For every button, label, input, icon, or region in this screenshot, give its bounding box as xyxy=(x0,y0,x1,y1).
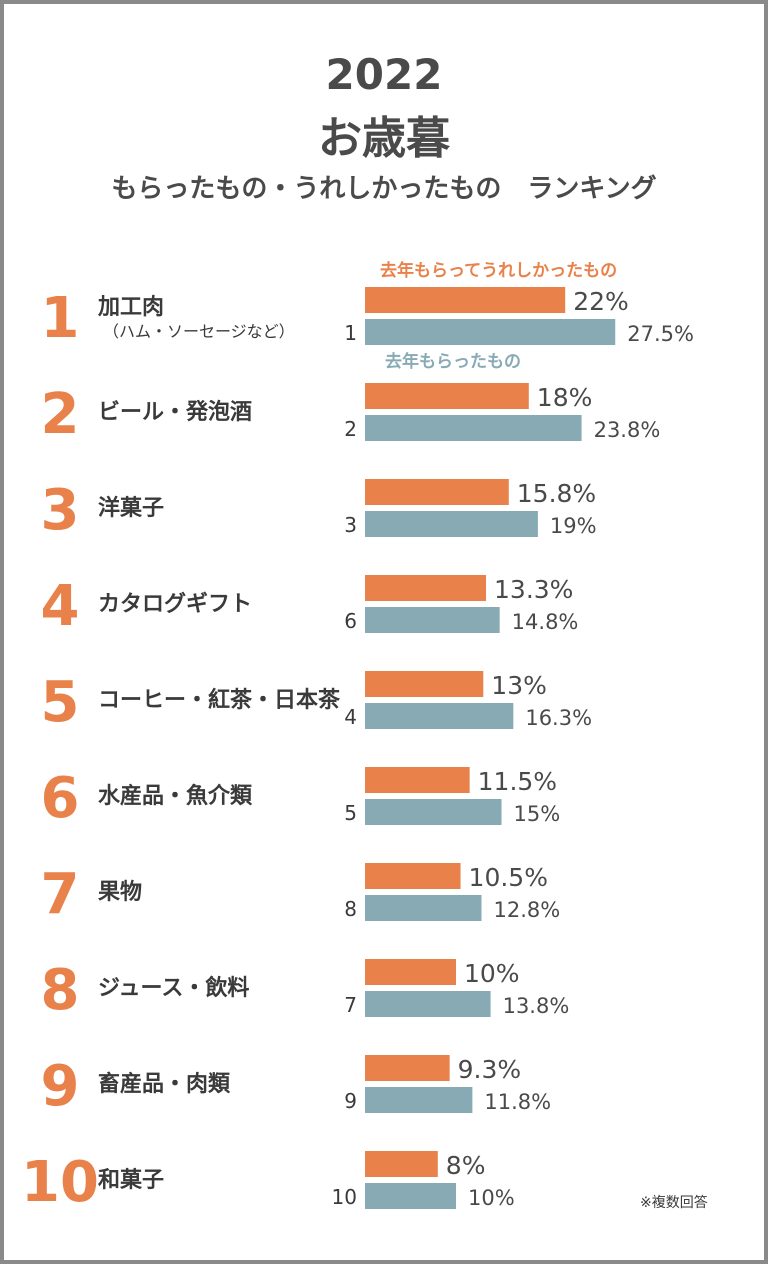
bar-this-year xyxy=(365,287,566,313)
last-year-rank: 10 xyxy=(332,1185,357,1209)
value-this-year: 15.8% xyxy=(517,479,596,508)
value-last-year: 12.8% xyxy=(493,898,560,922)
rank-number: 2 xyxy=(41,382,80,447)
rank-number: 7 xyxy=(41,862,80,927)
item-label: コーヒー・紅茶・日本茶 xyxy=(98,687,341,713)
item-label: ジュース・飲料 xyxy=(98,975,249,1001)
value-last-year: 16.3% xyxy=(525,706,592,730)
item-label: ビール・発泡酒 xyxy=(98,399,252,425)
value-last-year: 14.8% xyxy=(512,610,579,634)
value-last-year: 27.5% xyxy=(627,322,694,346)
legend-this-year: 去年もらってうれしかったもの xyxy=(380,260,617,281)
item-label: カタログギフト xyxy=(98,591,252,617)
bar-this-year xyxy=(365,383,529,409)
rank-number: 9 xyxy=(41,1054,80,1119)
value-last-year: 10% xyxy=(468,1186,515,1210)
value-this-year: 11.5% xyxy=(478,767,557,796)
bar-last-year xyxy=(365,511,538,537)
rank-number: 1 xyxy=(41,286,80,351)
value-this-year: 13% xyxy=(491,671,547,700)
rank-number: 10 xyxy=(21,1150,99,1215)
bar-last-year xyxy=(365,607,500,633)
legend-last-year: 去年もらったもの xyxy=(385,351,521,372)
bar-last-year xyxy=(365,415,582,441)
bar-this-year xyxy=(365,575,487,601)
last-year-rank: 4 xyxy=(344,705,357,729)
bar-last-year xyxy=(365,319,616,345)
bar-this-year xyxy=(365,863,461,889)
last-year-rank: 9 xyxy=(344,1089,357,1113)
value-last-year: 23.8% xyxy=(594,418,661,442)
bar-last-year xyxy=(365,1183,456,1209)
value-this-year: 8% xyxy=(446,1151,486,1180)
bar-last-year xyxy=(365,799,502,825)
last-year-rank: 1 xyxy=(344,321,357,345)
bar-last-year xyxy=(365,703,514,729)
title-main: お歳暮 xyxy=(318,113,450,164)
item-label: 和菓子 xyxy=(98,1167,164,1193)
rank-number: 8 xyxy=(41,958,80,1023)
last-year-rank: 7 xyxy=(344,993,357,1017)
value-this-year: 13.3% xyxy=(494,575,573,604)
bar-this-year xyxy=(365,1055,450,1081)
bar-last-year xyxy=(365,895,482,921)
last-year-rank: 5 xyxy=(344,801,357,825)
last-year-rank: 6 xyxy=(344,609,357,633)
bar-last-year xyxy=(365,991,491,1017)
bar-last-year xyxy=(365,1087,473,1113)
last-year-rank: 8 xyxy=(344,897,357,921)
value-this-year: 9.3% xyxy=(458,1055,522,1084)
item-label: 水産品・魚介類 xyxy=(98,783,253,809)
bar-this-year xyxy=(365,1151,438,1177)
last-year-rank: 3 xyxy=(344,513,357,537)
bar-this-year xyxy=(365,479,509,505)
rank-number: 6 xyxy=(41,766,80,831)
bar-this-year xyxy=(365,671,484,697)
footnote: ※複数回答 xyxy=(640,1195,708,1211)
rank-number: 4 xyxy=(41,574,80,639)
title-subtitle: もらったもの・うれしかったもの ランキング xyxy=(111,174,657,204)
value-last-year: 11.8% xyxy=(484,1090,551,1114)
item-label: 畜産品・肉類 xyxy=(98,1071,231,1097)
value-this-year: 10.5% xyxy=(469,863,548,892)
last-year-rank: 2 xyxy=(344,417,357,441)
value-last-year: 13.8% xyxy=(503,994,570,1018)
item-sublabel: （ハム・ソーセージなど） xyxy=(103,322,295,341)
item-label: 加工肉 xyxy=(97,295,164,320)
item-label: 果物 xyxy=(98,879,142,905)
value-this-year: 10% xyxy=(464,959,520,988)
value-this-year: 18% xyxy=(537,383,593,412)
bar-this-year xyxy=(365,959,456,985)
rank-number: 3 xyxy=(41,478,80,543)
item-label: 洋菓子 xyxy=(98,495,164,521)
rank-number: 5 xyxy=(41,670,80,735)
value-last-year: 15% xyxy=(514,802,561,826)
bar-this-year xyxy=(365,767,470,793)
value-last-year: 19% xyxy=(550,514,597,538)
title-year: 2022 xyxy=(325,50,443,99)
value-this-year: 22% xyxy=(573,287,629,316)
